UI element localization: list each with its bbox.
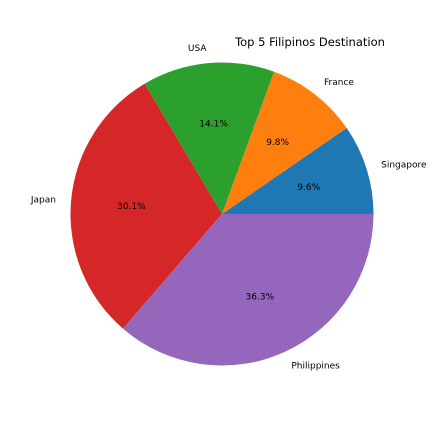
pie-slice-france bbox=[222, 71, 347, 214]
slice-label-france: France bbox=[324, 78, 354, 88]
slice-percent-philippines: 36.3% bbox=[246, 293, 275, 303]
slice-percent-france: 9.8% bbox=[266, 138, 289, 148]
pie-slices bbox=[70, 62, 374, 366]
chart-title: Top 5 Filipinos Destination bbox=[234, 35, 385, 49]
slice-label-philippines: Philippines bbox=[291, 362, 340, 372]
slice-percent-japan: 30.1% bbox=[117, 202, 146, 212]
slice-percent-singapore: 9.6% bbox=[297, 183, 320, 193]
pie-slice-usa bbox=[144, 62, 275, 214]
slice-label-japan: Japan bbox=[30, 195, 56, 205]
slice-percent-usa: 14.1% bbox=[199, 119, 228, 129]
pie-slice-philippines bbox=[122, 214, 374, 366]
pie-labels: Singapore 9.6% France 9.8% USA 14.1% Japan 30.1… bbox=[30, 44, 427, 371]
pie-slice-japan bbox=[70, 83, 222, 329]
slice-label-usa: USA bbox=[188, 44, 207, 54]
pie-slice-singapore bbox=[222, 127, 374, 214]
slice-label-singapore: Singapore bbox=[381, 160, 427, 170]
